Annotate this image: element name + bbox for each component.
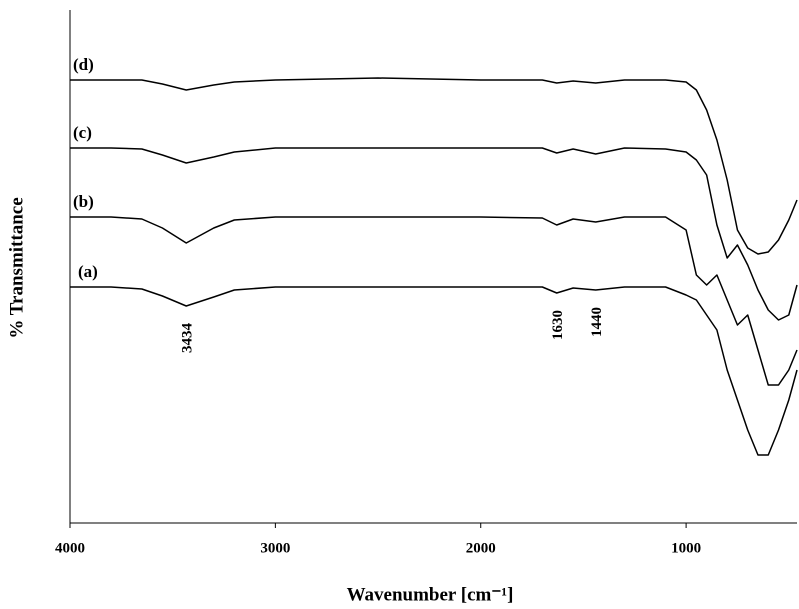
spectrum-line [70,286,798,456]
peak-annotation: 3434 [180,323,196,354]
series-label: (d) [73,55,94,74]
series-label: (a) [78,262,98,281]
peak-annotation: 1440 [589,307,605,337]
x-tick-label: 4000 [55,540,85,556]
series-label: (b) [73,192,94,211]
x-tick-label: 2000 [466,540,496,556]
x-tick-label: 1000 [671,540,701,556]
y-axis-title: % Transmittance [6,197,27,338]
x-tick-label: 3000 [260,540,290,556]
x-axis-title: Wavenumber [cm⁻¹] [347,584,514,605]
spectrum-line [70,147,798,321]
peak-annotation: 1630 [550,310,566,340]
spectrum-line [70,77,798,255]
series-label: (c) [73,123,92,142]
spectrum-line [70,216,798,386]
